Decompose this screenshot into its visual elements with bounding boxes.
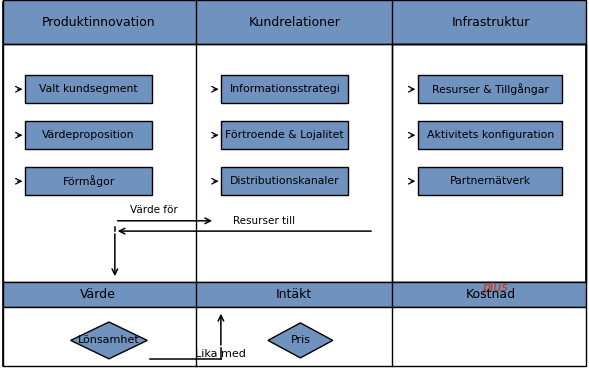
Text: Kundrelationer: Kundrelationer: [249, 15, 340, 29]
FancyBboxPatch shape: [418, 75, 562, 103]
Text: Aktivitets konfiguration: Aktivitets konfiguration: [426, 130, 554, 140]
Text: Infrastruktur: Infrastruktur: [451, 15, 530, 29]
Text: Partnernätverk: Partnernätverk: [450, 176, 531, 186]
FancyBboxPatch shape: [3, 307, 586, 366]
Text: Förtroende & Lojalitet: Förtroende & Lojalitet: [226, 130, 344, 140]
Text: Värde för: Värde för: [130, 205, 177, 215]
Text: Resurser till: Resurser till: [233, 216, 294, 226]
Text: Intäkt: Intäkt: [276, 288, 312, 301]
FancyBboxPatch shape: [3, 282, 586, 307]
Text: Informationsstrategi: Informationsstrategi: [229, 84, 340, 94]
FancyBboxPatch shape: [3, 0, 586, 44]
FancyBboxPatch shape: [25, 167, 152, 195]
Polygon shape: [268, 323, 333, 358]
FancyBboxPatch shape: [25, 75, 152, 103]
FancyBboxPatch shape: [418, 121, 562, 149]
Text: Lika med: Lika med: [196, 349, 246, 359]
Text: Produktinnovation: Produktinnovation: [41, 15, 155, 29]
Text: Värde: Värde: [80, 288, 116, 301]
Text: Resurser & Tillgångar: Resurser & Tillgångar: [432, 83, 549, 95]
Text: Kostnad: Kostnad: [465, 288, 516, 301]
FancyBboxPatch shape: [221, 167, 348, 195]
Text: Distributionskanaler: Distributionskanaler: [230, 176, 340, 186]
FancyBboxPatch shape: [221, 75, 348, 103]
Text: plus: plus: [482, 281, 508, 294]
Text: Pris: Pris: [290, 335, 310, 346]
FancyBboxPatch shape: [25, 121, 152, 149]
FancyBboxPatch shape: [221, 121, 348, 149]
Text: Valt kundsegment: Valt kundsegment: [39, 84, 138, 94]
FancyBboxPatch shape: [418, 167, 562, 195]
Text: Värdeproposition: Värdeproposition: [42, 130, 135, 140]
Text: Förmågor: Förmågor: [62, 175, 115, 187]
Polygon shape: [71, 322, 147, 359]
Text: Lönsamhet: Lönsamhet: [78, 335, 140, 346]
